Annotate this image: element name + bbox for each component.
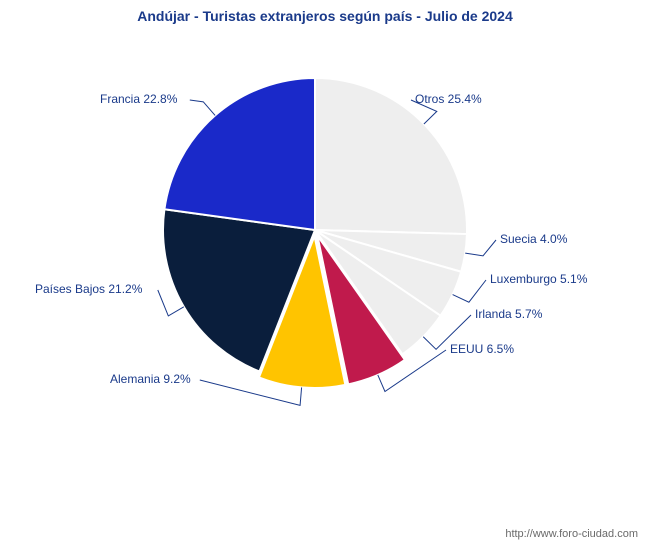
slice-label: Irlanda 5.7% (475, 307, 542, 321)
slice-label: Francia 22.8% (100, 92, 177, 106)
pie-svg (155, 70, 475, 390)
slice-label: Luxemburgo 5.1% (490, 272, 587, 286)
slice-label: Otros 25.4% (415, 92, 482, 106)
watermark: http://www.foro-ciudad.com (505, 528, 638, 540)
slice-label: EEUU 6.5% (450, 342, 514, 356)
slice-label: Países Bajos 21.2% (35, 282, 142, 296)
slice-label: Suecia 4.0% (500, 232, 567, 246)
chart-title: Andújar - Turistas extranjeros según paí… (0, 8, 650, 24)
pie-canvas (155, 70, 475, 390)
pie-slice (164, 78, 315, 230)
slice-label: Alemania 9.2% (110, 372, 191, 386)
pie-chart: Andújar - Turistas extranjeros según paí… (0, 0, 650, 550)
